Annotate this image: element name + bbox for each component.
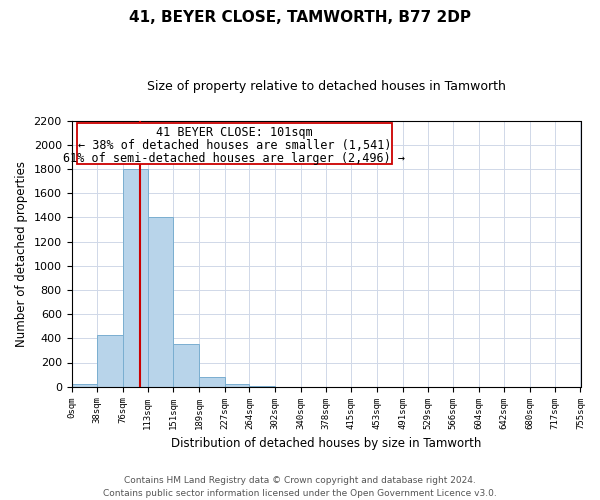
Bar xyxy=(123,169,148,386)
Bar xyxy=(97,334,123,386)
Title: Size of property relative to detached houses in Tamworth: Size of property relative to detached ho… xyxy=(146,80,505,93)
Y-axis label: Number of detached properties: Number of detached properties xyxy=(15,160,28,346)
Bar xyxy=(173,344,199,387)
Text: 41, BEYER CLOSE, TAMWORTH, B77 2DP: 41, BEYER CLOSE, TAMWORTH, B77 2DP xyxy=(129,10,471,25)
Text: Contains HM Land Registry data © Crown copyright and database right 2024.
Contai: Contains HM Land Registry data © Crown c… xyxy=(103,476,497,498)
Text: 41 BEYER CLOSE: 101sqm: 41 BEYER CLOSE: 101sqm xyxy=(156,126,313,139)
X-axis label: Distribution of detached houses by size in Tamworth: Distribution of detached houses by size … xyxy=(171,437,481,450)
Text: 61% of semi-detached houses are larger (2,496) →: 61% of semi-detached houses are larger (… xyxy=(64,152,406,165)
Bar xyxy=(148,218,173,386)
Text: ← 38% of detached houses are smaller (1,541): ← 38% of detached houses are smaller (1,… xyxy=(77,140,391,152)
Bar xyxy=(224,384,250,386)
Bar xyxy=(71,384,97,386)
FancyBboxPatch shape xyxy=(77,123,392,164)
Bar xyxy=(199,377,224,386)
